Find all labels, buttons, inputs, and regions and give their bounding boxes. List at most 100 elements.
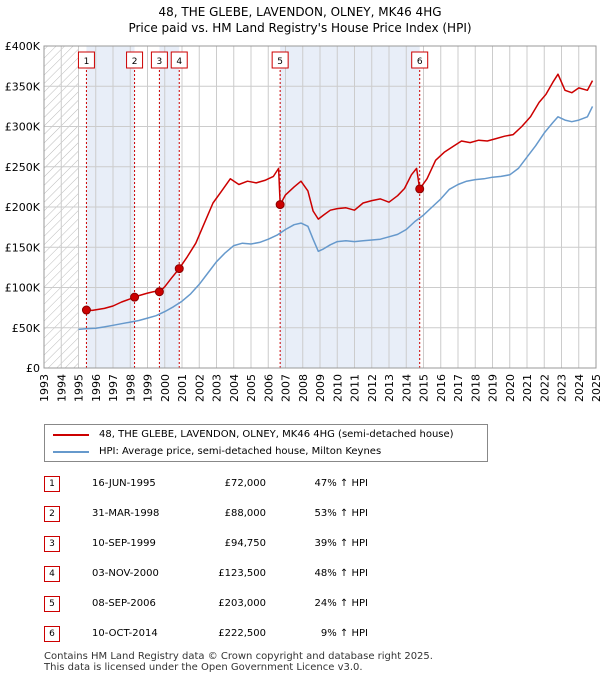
sale-label-box (170, 51, 188, 69)
sale-row: 2 31-MAR-1998 £88,000 53% ↑ HPI (40, 506, 480, 524)
legend: 48, THE GLEBE, LAVENDON, OLNEY, MK46 4HG… (44, 424, 488, 462)
sale-row: 4 03-NOV-2000 £123,500 48% ↑ HPI (40, 566, 480, 584)
x-tick-label: 2017 (452, 374, 465, 402)
sale-row: 6 10-OCT-2014 £222,500 9% ↑ HPI (40, 626, 480, 644)
x-tick-label: 2006 (262, 374, 275, 402)
x-tick-label: 2025 (590, 374, 600, 402)
sale-number-badge: 5 (44, 596, 60, 612)
y-tick-label: £100K (5, 282, 41, 295)
sale-label: 2 (132, 57, 138, 67)
x-tick-label: 2007 (280, 374, 293, 402)
sale-label-box (126, 51, 144, 69)
x-tick-label: 2002 (193, 374, 206, 402)
y-tick-label: £350K (5, 80, 41, 93)
sale-row: 3 10-SEP-1999 £94,750 39% ↑ HPI (40, 536, 480, 554)
sale-hpi-change: 9% ↑ HPI (320, 628, 368, 639)
hpi-line (78, 106, 594, 331)
x-tick-label: 2014 (400, 374, 413, 402)
sale-label: 6 (417, 57, 423, 67)
sale-label-box (411, 51, 429, 69)
sale-price: £123,500 (218, 568, 266, 579)
y-tick-label: £200K (5, 201, 41, 214)
x-tick-label: 2021 (521, 374, 534, 402)
legend-label-hpi: HPI: Average price, semi-detached house,… (99, 446, 382, 457)
sale-date: 31-MAR-1998 (92, 508, 160, 519)
x-tick-label: 1995 (73, 374, 86, 402)
title-line-1: 48, THE GLEBE, LAVENDON, OLNEY, MK46 4HG (158, 5, 442, 19)
x-tick-label: 2018 (469, 374, 482, 402)
sale-number-badge: 1 (44, 476, 60, 492)
x-tick-label: 2001 (176, 374, 189, 402)
x-tick-label: 2000 (159, 374, 172, 402)
x-tick-label: 2020 (504, 374, 517, 402)
x-tick-label: 2011 (349, 374, 362, 402)
x-tick-label: 1994 (55, 374, 68, 402)
y-tick-label: £0 (26, 362, 40, 375)
sale-point (415, 184, 425, 194)
sale-hpi-change: 24% ↑ HPI (314, 598, 368, 609)
x-tick-label: 1998 (124, 374, 137, 402)
sale-label-box (271, 51, 289, 69)
sale-date: 03-NOV-2000 (92, 568, 159, 579)
footer: Contains HM Land Registry data © Crown c… (44, 651, 433, 673)
x-tick-label: 2012 (366, 374, 379, 402)
sale-label: 5 (277, 57, 283, 67)
price-chart: 1 2 3 4 5 6 £0 £50K £100K £150K £200K £250K £300K £3… (5, 40, 600, 402)
legend-swatch-property (53, 434, 89, 436)
x-tick-label: 2022 (538, 374, 551, 402)
sale-label: 3 (157, 57, 163, 67)
sale-number-badge: 4 (44, 566, 60, 582)
chart-title: 48, THE GLEBE, LAVENDON, OLNEY, MK46 4HG… (0, 4, 600, 36)
x-tick-label: 2016 (435, 374, 448, 402)
sale-price: £222,500 (218, 628, 266, 639)
title-line-2: Price paid vs. HM Land Registry's House … (128, 21, 472, 35)
x-tick-label: 1997 (107, 374, 120, 402)
sale-number-badge: 2 (44, 506, 60, 522)
sale-label: 4 (176, 57, 182, 67)
x-tick-label: 2019 (487, 374, 500, 402)
x-tick-label: 2005 (245, 374, 258, 402)
sale-number-badge: 3 (44, 536, 60, 552)
sale-point (81, 305, 91, 315)
footer-copyright: Contains HM Land Registry data © Crown c… (44, 651, 433, 662)
x-tick-label: 2015 (418, 374, 431, 402)
y-tick-label: £150K (5, 241, 41, 254)
x-tick-label: 2013 (383, 374, 396, 402)
sale-date: 10-SEP-1999 (92, 538, 156, 549)
sale-price: £72,000 (224, 478, 266, 489)
sale-label-box (77, 51, 95, 69)
x-tick-label: 2004 (228, 374, 241, 402)
sale-hpi-change: 39% ↑ HPI (314, 538, 368, 549)
sale-point (130, 292, 140, 302)
sale-label-box (150, 51, 168, 69)
sale-hpi-change: 47% ↑ HPI (314, 478, 368, 489)
y-tick-label: £250K (5, 161, 41, 174)
sale-date: 08-SEP-2006 (92, 598, 156, 609)
x-tick-label: 2003 (211, 374, 224, 402)
sale-hpi-change: 53% ↑ HPI (314, 508, 368, 519)
x-tick-label: 2008 (297, 374, 310, 402)
sale-hpi-change: 48% ↑ HPI (314, 568, 368, 579)
sale-date: 16-JUN-1995 (92, 478, 156, 489)
x-tick-label: 1996 (90, 374, 103, 402)
property-price-line (86, 73, 594, 312)
x-tick-label: 2010 (331, 374, 344, 402)
sale-point (154, 287, 164, 297)
legend-label-property: 48, THE GLEBE, LAVENDON, OLNEY, MK46 4HG… (99, 429, 454, 440)
sale-date: 10-OCT-2014 (92, 628, 158, 639)
x-tick-label: 1993 (38, 374, 51, 402)
x-tick-label: 2024 (573, 374, 586, 402)
sale-point (275, 200, 285, 210)
sale-number-badge: 6 (44, 626, 60, 642)
y-tick-label: £300K (5, 121, 41, 134)
sale-price: £94,750 (224, 538, 266, 549)
sale-row: 5 08-SEP-2006 £203,000 24% ↑ HPI (40, 596, 480, 614)
y-tick-label: £50K (12, 322, 41, 335)
x-tick-label: 1999 (142, 374, 155, 402)
sale-point (174, 264, 184, 274)
sale-row: 1 16-JUN-1995 £72,000 47% ↑ HPI (40, 476, 480, 494)
y-tick-label: £400K (5, 40, 41, 53)
x-tick-label: 2023 (556, 374, 569, 402)
sale-price: £203,000 (218, 598, 266, 609)
footer-licence: This data is licensed under the Open Gov… (44, 662, 363, 673)
